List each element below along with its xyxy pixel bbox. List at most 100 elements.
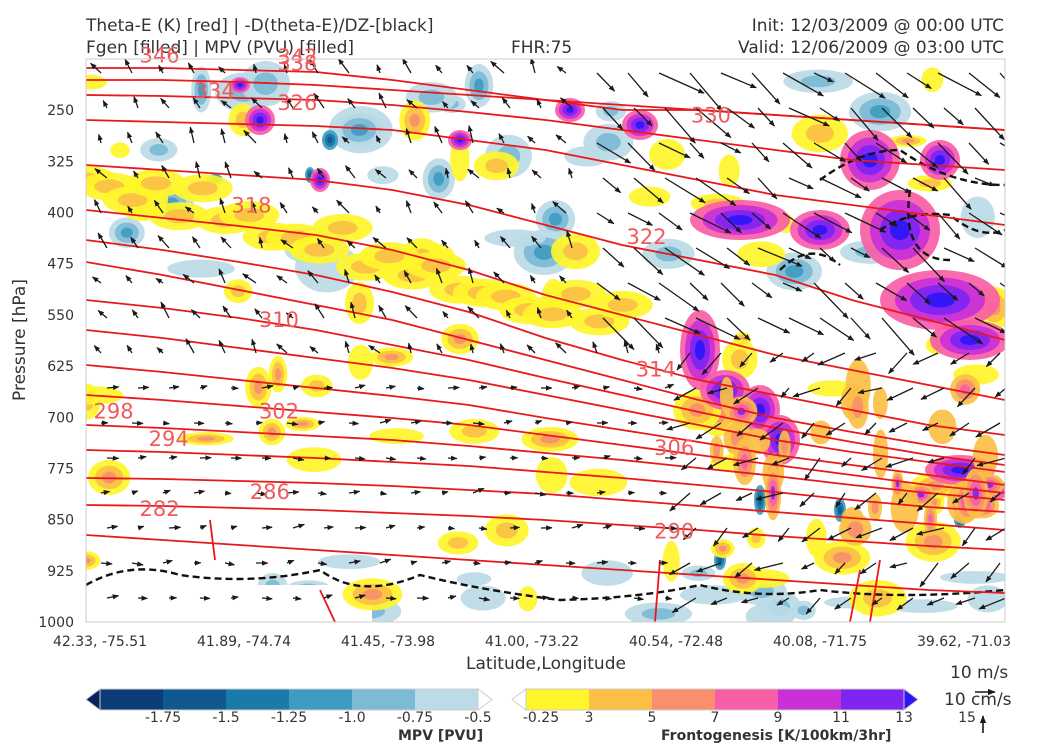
- wind-vector: [190, 309, 201, 319]
- wind-vector: [633, 385, 643, 391]
- wind-vector: [316, 167, 325, 179]
- wind-vector: [534, 420, 543, 426]
- frontogenesis-max: [812, 225, 828, 235]
- theta-e-label: 330: [691, 103, 731, 127]
- stability-contour: [819, 148, 1005, 187]
- wind-vector: [199, 385, 208, 391]
- frontogenesis-patch: [921, 67, 944, 93]
- wind-vector: [261, 384, 274, 390]
- frontogenesis-patch: [304, 242, 335, 257]
- valid-time-label: Valid: 12/06/2009 @ 03:00 UTC: [738, 38, 1004, 58]
- wind-vector: [276, 275, 288, 284]
- wind-vector: [602, 317, 635, 350]
- wind-vector: [252, 63, 258, 74]
- wind-vector: [220, 100, 232, 109]
- wind-vector: [788, 317, 825, 336]
- wind-vector: [354, 455, 366, 461]
- wind-vector: [261, 525, 273, 531]
- mpv-patch: [869, 104, 891, 119]
- mpv-patch: [197, 81, 205, 98]
- wind-vector: [416, 525, 426, 531]
- wind-vector: [720, 282, 745, 307]
- wind-vector: [1006, 318, 1025, 329]
- wind-vector: [106, 594, 120, 600]
- frontogenesis-colorbar-frame: [525, 688, 905, 711]
- frontogenesis-patch: [607, 297, 638, 312]
- wind-vector: [416, 385, 425, 391]
- wind-vector: [220, 236, 232, 249]
- y-tick-label: 550: [47, 308, 74, 324]
- wind-vector: [447, 525, 456, 531]
- y-tick-label: 700: [47, 410, 74, 426]
- wind-vector: [835, 492, 846, 508]
- wind-vector: [912, 317, 938, 338]
- wind-vector: [91, 276, 102, 284]
- frontogenesis-patch: [362, 589, 383, 600]
- wind-vector: [571, 523, 584, 529]
- wind-vector: [735, 492, 753, 502]
- wind-vector: [658, 420, 669, 426]
- wind-vector: [90, 62, 102, 74]
- wind-vector: [230, 525, 238, 531]
- wind-vector: [1006, 108, 1025, 131]
- wind-vector: [571, 384, 581, 391]
- mpv-patch: [484, 229, 546, 247]
- wind-vector: [769, 352, 784, 363]
- wind-vector: [155, 131, 164, 144]
- wind-vector: [168, 455, 178, 461]
- wind-vector: [472, 560, 481, 566]
- wind-vector: [224, 161, 232, 179]
- wind-vector: [926, 597, 945, 606]
- wind-vector: [912, 177, 939, 192]
- wind-vector: [782, 282, 803, 292]
- wind-vector: [530, 59, 536, 74]
- frontogenesis-colorbar-low-end: [511, 688, 527, 711]
- frontogenesis-max: [566, 107, 574, 113]
- wind-vector: [496, 207, 505, 214]
- wind-vector: [776, 597, 790, 606]
- wind-vector: [97, 232, 108, 249]
- y-tick-label: 925: [47, 564, 74, 580]
- wind-vector: [433, 201, 443, 214]
- wind-vector: [199, 595, 211, 601]
- frontogenesis-colorbar-title: Frontogenesis [K/100km/3hr]: [661, 728, 892, 744]
- wind-vector: [254, 308, 263, 319]
- wind-vector: [943, 177, 972, 210]
- wind-vector: [126, 131, 133, 144]
- frontogenesis-max: [960, 335, 980, 345]
- wind-vector: [713, 527, 728, 547]
- wind-vector: [509, 595, 520, 601]
- wind-vector: [706, 457, 728, 470]
- wind-vector: [94, 168, 108, 179]
- mpv-colorbar: [85, 688, 493, 711]
- wind-vector: [131, 561, 144, 567]
- wind-vector: [753, 562, 784, 572]
- wind-vector: [157, 235, 170, 249]
- wind-vector: [441, 239, 449, 249]
- wind-vector: [912, 352, 939, 365]
- wind-vector: [379, 558, 392, 564]
- wind-vector: [182, 273, 195, 284]
- wind-vector: [633, 247, 664, 276]
- x-tick-label: 41.45, -73.98: [341, 634, 435, 650]
- theta-e-contour: [86, 79, 1005, 131]
- wind-vector: [286, 421, 299, 427]
- wind-vector: [854, 492, 877, 511]
- wind-vector: [813, 212, 853, 234]
- wind-vector: [407, 342, 413, 354]
- mpv-patch: [940, 570, 1005, 584]
- wind-vector: [916, 492, 939, 512]
- mpv-colorbar-tick: -1.0: [338, 710, 366, 726]
- wind-vector: [701, 352, 722, 376]
- wind-vector: [354, 384, 366, 390]
- wind-vector: [920, 387, 945, 400]
- mpv-patch: [548, 212, 562, 226]
- frontogenesis-patch: [348, 344, 374, 380]
- wind-vector: [968, 282, 985, 297]
- wind-vector: [919, 562, 939, 588]
- y-tick-label: 850: [47, 513, 74, 529]
- wind-vector: [633, 317, 664, 349]
- wind-vector: [133, 170, 139, 179]
- theta-e-contour: [86, 299, 1005, 466]
